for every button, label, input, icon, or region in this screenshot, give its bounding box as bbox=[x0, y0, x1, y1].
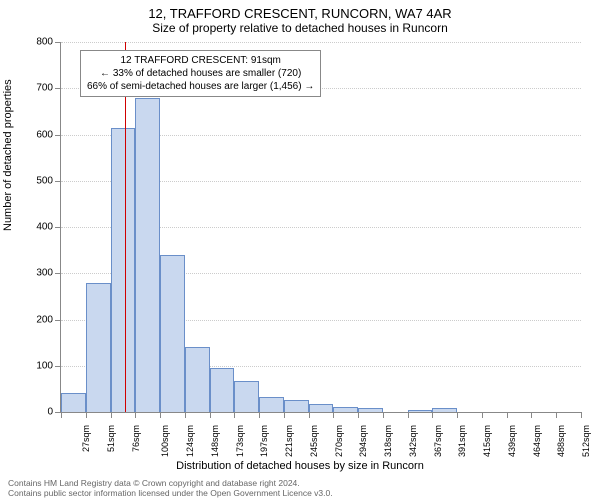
annotation-box: 12 TRAFFORD CRESCENT: 91sqm ← 33% of det… bbox=[80, 50, 321, 97]
x-tick bbox=[309, 412, 310, 418]
annotation-line-3: 66% of semi-detached houses are larger (… bbox=[87, 80, 314, 93]
y-tick-label: 600 bbox=[23, 129, 53, 140]
x-tick-label: 221sqm bbox=[284, 425, 294, 457]
x-tick-label: 318sqm bbox=[383, 425, 393, 457]
y-tick-label: 400 bbox=[23, 222, 53, 233]
x-tick bbox=[210, 412, 211, 418]
marker-line bbox=[125, 42, 126, 412]
x-tick bbox=[160, 412, 161, 418]
x-tick bbox=[86, 412, 87, 418]
page-title: 12, TRAFFORD CRESCENT, RUNCORN, WA7 4AR bbox=[0, 0, 600, 21]
x-axis-label: Distribution of detached houses by size … bbox=[0, 460, 600, 472]
histogram-bar bbox=[210, 368, 235, 412]
x-tick-label: 27sqm bbox=[81, 425, 91, 452]
x-tick bbox=[581, 412, 582, 418]
x-tick-label: 342sqm bbox=[408, 425, 418, 457]
x-tick-label: 245sqm bbox=[309, 425, 319, 457]
y-tick bbox=[55, 42, 61, 43]
y-tick-label: 100 bbox=[23, 360, 53, 371]
x-tick bbox=[234, 412, 235, 418]
histogram-bar bbox=[284, 400, 309, 412]
chart-container: 12, TRAFFORD CRESCENT, RUNCORN, WA7 4AR … bbox=[0, 0, 600, 500]
x-tick bbox=[457, 412, 458, 418]
y-tick bbox=[55, 88, 61, 89]
annotation-line-2: ← 33% of detached houses are smaller (72… bbox=[87, 67, 314, 80]
x-tick-label: 76sqm bbox=[131, 425, 141, 452]
footer-text: Contains HM Land Registry data © Crown c… bbox=[8, 478, 333, 498]
x-tick-label: 100sqm bbox=[160, 425, 170, 457]
x-tick bbox=[432, 412, 433, 418]
histogram-bar bbox=[408, 410, 433, 412]
x-tick bbox=[556, 412, 557, 418]
histogram-bar bbox=[160, 255, 185, 412]
x-tick-label: 367sqm bbox=[433, 425, 443, 457]
y-tick-label: 300 bbox=[23, 268, 53, 279]
grid-line bbox=[61, 42, 581, 43]
x-tick bbox=[259, 412, 260, 418]
x-tick-label: 270sqm bbox=[334, 425, 344, 457]
y-axis-label: Number of detached properties bbox=[2, 79, 14, 231]
y-tick-label: 500 bbox=[23, 175, 53, 186]
x-tick-label: 512sqm bbox=[581, 425, 591, 457]
x-tick bbox=[61, 412, 62, 418]
x-tick bbox=[482, 412, 483, 418]
histogram-bar bbox=[234, 381, 259, 412]
x-tick-label: 124sqm bbox=[185, 425, 195, 457]
x-tick-label: 439sqm bbox=[507, 425, 517, 457]
y-tick bbox=[55, 181, 61, 182]
histogram-bar bbox=[333, 407, 358, 412]
y-tick bbox=[55, 273, 61, 274]
chart-area: 010020030040050060070080027sqm51sqm76sqm… bbox=[60, 42, 580, 412]
footer-line-2: Contains public sector information licen… bbox=[8, 488, 333, 498]
x-tick bbox=[185, 412, 186, 418]
histogram-bar bbox=[259, 397, 284, 412]
x-tick bbox=[358, 412, 359, 418]
y-tick bbox=[55, 320, 61, 321]
histogram-bar bbox=[432, 408, 457, 412]
histogram-bar bbox=[185, 347, 210, 412]
y-tick bbox=[55, 227, 61, 228]
x-tick-label: 415sqm bbox=[482, 425, 492, 457]
x-tick bbox=[383, 412, 384, 418]
histogram-bar bbox=[309, 404, 334, 412]
x-tick bbox=[135, 412, 136, 418]
histogram-bar bbox=[61, 393, 86, 412]
x-tick-label: 391sqm bbox=[457, 425, 467, 457]
plot-region: 010020030040050060070080027sqm51sqm76sqm… bbox=[60, 42, 581, 413]
y-tick bbox=[55, 366, 61, 367]
y-tick-label: 200 bbox=[23, 314, 53, 325]
histogram-bar bbox=[358, 408, 383, 412]
histogram-bar bbox=[86, 283, 111, 412]
x-tick bbox=[284, 412, 285, 418]
histogram-bar bbox=[111, 128, 136, 412]
x-tick bbox=[111, 412, 112, 418]
x-tick bbox=[531, 412, 532, 418]
x-tick bbox=[507, 412, 508, 418]
footer-line-1: Contains HM Land Registry data © Crown c… bbox=[8, 478, 333, 488]
x-tick-label: 294sqm bbox=[358, 425, 368, 457]
annotation-line-1: 12 TRAFFORD CRESCENT: 91sqm bbox=[87, 54, 314, 67]
x-tick-label: 173sqm bbox=[235, 425, 245, 457]
y-tick bbox=[55, 135, 61, 136]
x-tick bbox=[408, 412, 409, 418]
y-tick-label: 800 bbox=[23, 37, 53, 48]
x-tick-label: 464sqm bbox=[532, 425, 542, 457]
y-tick-label: 0 bbox=[23, 407, 53, 418]
histogram-bar bbox=[135, 98, 160, 413]
x-tick-label: 488sqm bbox=[557, 425, 567, 457]
page-subtitle: Size of property relative to detached ho… bbox=[0, 21, 600, 35]
x-tick-label: 197sqm bbox=[259, 425, 269, 457]
x-tick-label: 148sqm bbox=[210, 425, 220, 457]
y-tick-label: 700 bbox=[23, 83, 53, 94]
x-tick bbox=[333, 412, 334, 418]
x-tick-label: 51sqm bbox=[106, 425, 116, 452]
